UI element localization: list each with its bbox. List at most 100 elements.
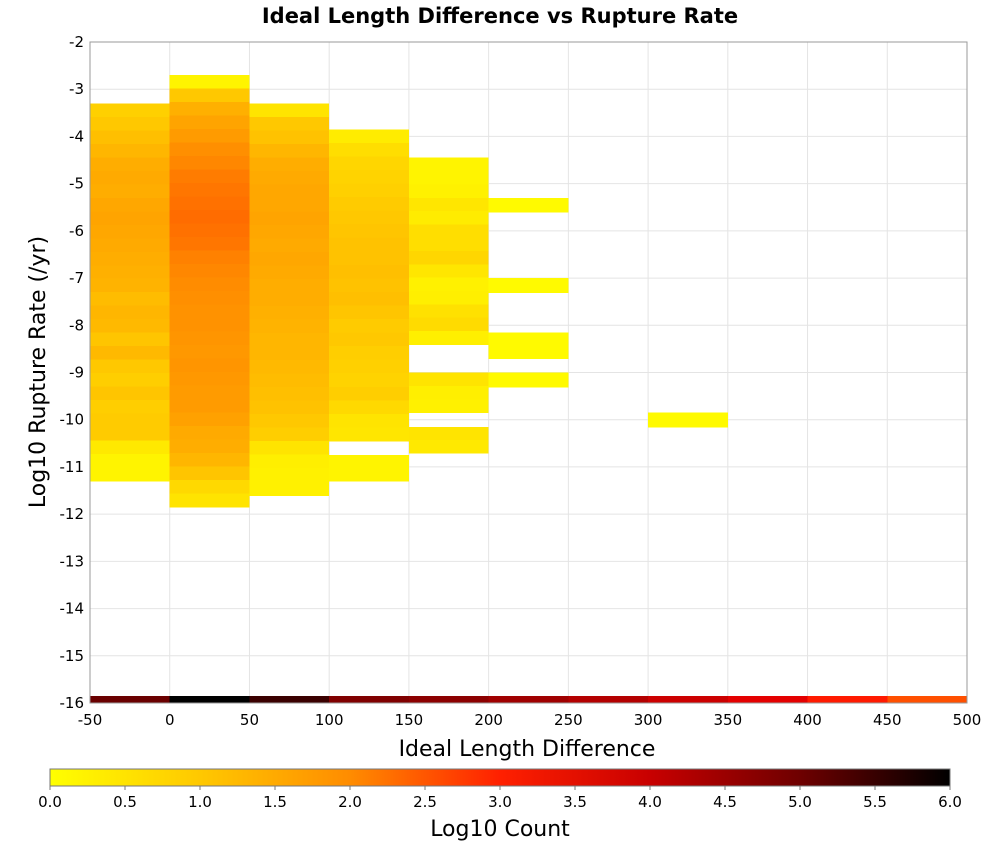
- heatmap-cell: [249, 157, 330, 172]
- scale-strip-segment: [488, 696, 569, 703]
- x-axis-label: Ideal Length Difference: [399, 737, 656, 762]
- heatmap-cell: [169, 169, 250, 184]
- heatmap-cell: [169, 264, 250, 279]
- heatmap-cell: [90, 143, 170, 158]
- heatmap-cell: [329, 373, 409, 388]
- heatmap-cell: [90, 440, 170, 455]
- heatmap-cell: [329, 319, 409, 334]
- heatmap-cell: [408, 304, 489, 319]
- heatmap-cell: [169, 399, 250, 414]
- heatmap-cell: [488, 345, 569, 359]
- heatmap-cell: [90, 319, 170, 334]
- heatmap-cell: [169, 372, 250, 387]
- heatmap-cell: [329, 413, 409, 429]
- scale-strip-segment: [648, 696, 728, 703]
- y-tick-label: -4: [69, 127, 84, 145]
- heatmap-cell: [90, 238, 170, 253]
- heatmap-cell: [169, 453, 250, 468]
- heatmap-cell: [329, 210, 409, 225]
- heatmap-cell: [249, 481, 330, 496]
- heatmap-cell: [169, 331, 250, 346]
- heatmap-cell: [329, 468, 409, 482]
- heatmap-cell: [249, 306, 330, 321]
- heatmap-cell: [408, 251, 489, 265]
- bottom-scale-strip: [90, 696, 967, 703]
- heatmap-cell: [408, 211, 489, 226]
- heatmap-cell: [249, 427, 330, 442]
- colorbar-tick-label: 3.0: [488, 793, 512, 811]
- heatmap-cell: [329, 264, 409, 279]
- heatmap-cell: [169, 129, 250, 144]
- heatmap-cell: [329, 224, 409, 239]
- heatmap-cell: [90, 427, 170, 442]
- y-axis-ticks: -2 -3 -4 -5 -6 -7 -8 -9 -10 -11 -12 -13 -14 -15 -16: [60, 33, 85, 712]
- heatmap-cell: [329, 386, 409, 401]
- heatmap-cell: [249, 143, 330, 159]
- heatmap-cell: [249, 184, 330, 199]
- heatmap-cell: [249, 360, 330, 375]
- y-tick-label: -6: [69, 222, 84, 240]
- x-tick-label: 0: [165, 711, 175, 729]
- heatmap-cell: [169, 88, 250, 103]
- y-tick-label: -15: [60, 647, 85, 665]
- y-tick-label: -10: [60, 411, 85, 429]
- heatmap-cell: [249, 170, 330, 186]
- heatmap-cell: [249, 130, 330, 145]
- colorbar-tick-label: 4.0: [638, 793, 662, 811]
- heatmap-cell: [169, 426, 250, 441]
- heatmap-cell: [169, 250, 250, 265]
- heatmap-cell: [90, 116, 170, 131]
- x-tick-label: 100: [315, 711, 344, 729]
- heatmap-cell: [408, 317, 489, 332]
- scale-strip-segment: [90, 696, 170, 703]
- colorbar-tick-label: 1.0: [188, 793, 212, 811]
- x-tick-label: 350: [713, 711, 742, 729]
- heatmap-cell: [408, 277, 489, 292]
- heatmap-cell: [408, 264, 489, 279]
- heatmap-cell: [329, 237, 409, 252]
- heatmap-cell: [249, 468, 330, 483]
- y-tick-label: -12: [60, 505, 85, 523]
- heatmap-cell: [249, 373, 330, 388]
- scale-strip-segment: [727, 696, 808, 703]
- scale-strip-segment: [329, 696, 409, 703]
- heatmap-cell: [249, 333, 330, 348]
- heatmap-cell: [249, 252, 330, 267]
- colorbar-tick-label: 6.0: [938, 793, 962, 811]
- heatmap-cell: [90, 184, 170, 199]
- heatmap-cell: [249, 103, 330, 118]
- scale-strip-segment: [249, 696, 330, 703]
- heatmap-cell: [249, 238, 330, 253]
- heatmap-cell: [249, 292, 330, 307]
- y-tick-label: -8: [69, 316, 84, 334]
- heatmap-cell: [90, 292, 170, 307]
- chart-title: Ideal Length Difference vs Rupture Rate: [262, 4, 738, 28]
- heatmap-cell: [169, 493, 250, 508]
- heatmap-cell: [90, 211, 170, 226]
- heatmap-cell: [169, 385, 250, 400]
- heatmap-cell: [169, 304, 250, 319]
- colorbar-tick-label: 2.5: [413, 793, 437, 811]
- heatmap-cell: [408, 290, 489, 305]
- colorbar-ticks: 0.0 0.5 1.0 1.5 2.0 2.5 3.0 3.5 4.0 4.5 5.0 5.5 6.0: [38, 786, 962, 811]
- heatmap-cell: [169, 412, 250, 427]
- colorbar-tick-label: 4.5: [713, 793, 737, 811]
- heatmap-cell: [329, 142, 409, 158]
- heatmap-cell: [488, 197, 569, 213]
- heatmap-cell: [329, 346, 409, 361]
- colorbar-tick-label: 1.5: [263, 793, 287, 811]
- heatmap-cell: [329, 129, 409, 144]
- heatmap-cell: [90, 467, 170, 482]
- heatmap-cell: [169, 466, 250, 481]
- heatmap-cell: [169, 102, 250, 117]
- heatmap-cell: [90, 454, 170, 469]
- heatmap-cell: [90, 265, 170, 280]
- y-tick-label: -16: [60, 694, 85, 712]
- x-tick-label: 450: [873, 711, 902, 729]
- heatmap-cell: [408, 439, 489, 454]
- y-tick-label: -14: [60, 600, 85, 618]
- heatmap-cell: [329, 291, 409, 307]
- heatmap-cell: [169, 237, 250, 252]
- heatmap-cell: [488, 332, 569, 346]
